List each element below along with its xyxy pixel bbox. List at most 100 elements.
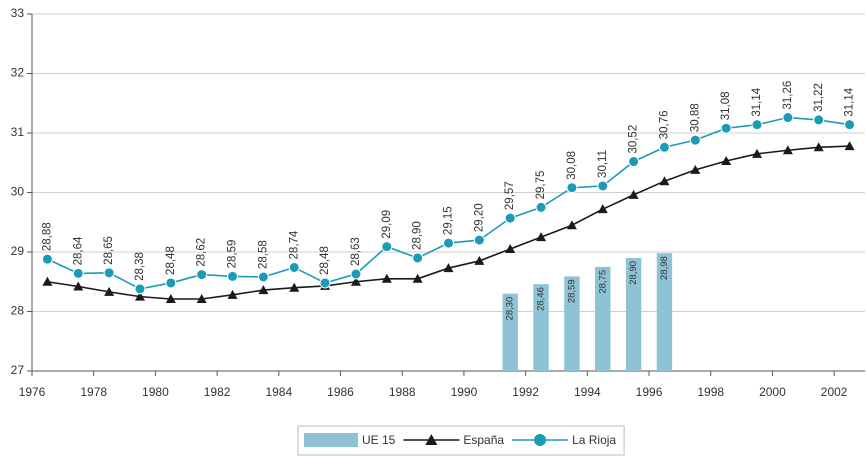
x-tick-label: 1982	[204, 385, 231, 399]
circle-marker	[288, 261, 300, 273]
value-label: 31,22	[813, 83, 825, 112]
x-tick-label: 2002	[821, 385, 848, 399]
value-label: 29,20	[473, 203, 485, 232]
circle-marker	[381, 241, 393, 253]
value-label: 28,48	[165, 246, 177, 275]
triangle-marker	[443, 263, 454, 273]
circle-marker	[443, 237, 454, 249]
circle-marker	[689, 134, 701, 146]
circle-marker	[566, 182, 578, 194]
x-tick-label: 2000	[759, 385, 786, 399]
x-tick-label: 1978	[80, 385, 107, 399]
circle-marker	[782, 112, 794, 124]
value-label: 28,62	[196, 238, 208, 267]
x-tick-label: 1994	[574, 385, 601, 399]
x-tick-label: 1988	[389, 385, 416, 399]
value-label: 28,65	[103, 236, 115, 265]
bar	[625, 257, 642, 371]
circle-marker	[41, 253, 53, 265]
bar-value-label: 28,59	[566, 279, 577, 303]
value-label: 31,14	[751, 87, 763, 116]
bar	[533, 284, 549, 371]
x-tick-label: 1976	[19, 385, 46, 399]
triangle-marker	[659, 176, 670, 186]
x-tick-label: 1986	[327, 385, 354, 399]
circle-marker	[103, 267, 115, 279]
triangle-marker	[474, 255, 485, 265]
triangle-marker	[73, 281, 84, 291]
bar-value-label: 28,30	[505, 297, 516, 321]
value-label: 31,26	[782, 81, 794, 110]
triangle-marker	[258, 285, 269, 295]
y-tick-label: 33	[11, 6, 25, 20]
x-tick-label: 1984	[265, 385, 292, 399]
triangle-marker	[690, 164, 701, 174]
circle-marker	[597, 180, 609, 192]
x-tick-label: 1980	[142, 385, 169, 399]
x-tick-label: 1992	[512, 385, 539, 399]
value-label: 30,11	[597, 150, 609, 178]
y-tick-label: 29	[11, 244, 25, 258]
triangle-marker	[196, 294, 207, 304]
triangle-marker	[813, 142, 824, 152]
circle-marker	[134, 283, 146, 295]
triangle-marker	[597, 204, 608, 214]
triangle-marker	[721, 155, 732, 165]
circle-marker	[319, 277, 331, 289]
triangle-marker	[752, 148, 763, 158]
value-label: 30,52	[628, 125, 640, 154]
circle-marker	[412, 252, 424, 264]
value-label: 28,90	[412, 221, 424, 250]
triangle-marker	[350, 276, 361, 286]
value-label: 30,76	[658, 110, 670, 139]
triangle-marker	[628, 189, 639, 199]
circle-marker	[844, 119, 856, 131]
value-label: 31,14	[844, 87, 856, 116]
circle-marker	[504, 212, 516, 224]
bar	[564, 276, 580, 371]
value-label: 28,63	[350, 237, 362, 266]
circle-marker	[535, 201, 547, 213]
value-label: 28,58	[257, 240, 269, 269]
value-label: 29,75	[535, 171, 547, 200]
bar-value-label: 28,75	[597, 270, 608, 294]
bar	[595, 266, 611, 371]
bar	[656, 253, 673, 371]
legend-label: España	[463, 433, 504, 447]
x-tick-label: 1990	[451, 385, 478, 399]
triangle-marker	[42, 276, 53, 286]
y-tick-label: 30	[11, 185, 25, 199]
circle-marker	[227, 270, 239, 282]
triangle-marker	[134, 291, 145, 301]
value-label: 28,48	[319, 246, 331, 275]
circle-marker	[196, 269, 208, 281]
value-label: 29,15	[443, 206, 455, 235]
triangle-marker	[289, 282, 300, 292]
circle-marker	[813, 114, 825, 126]
circle-marker	[257, 271, 269, 283]
value-label: 29,09	[381, 210, 393, 239]
value-label: 30,88	[689, 103, 701, 132]
value-label: 31,08	[720, 91, 732, 120]
triangle-marker	[536, 232, 547, 242]
legend-label: UE 15	[362, 433, 396, 447]
triangle-marker	[381, 273, 392, 283]
circle-marker	[72, 267, 84, 279]
legend-marker	[534, 434, 547, 446]
y-tick-label: 27	[11, 363, 25, 377]
triangle-marker	[844, 141, 855, 151]
circle-marker	[628, 156, 640, 168]
value-label: 28,38	[134, 252, 146, 281]
y-tick-label: 32	[11, 66, 25, 80]
triangle-marker	[505, 244, 516, 254]
value-label: 28,88	[41, 222, 53, 251]
legend-swatch	[304, 433, 358, 447]
triangle-marker	[165, 294, 176, 304]
circle-marker	[350, 268, 362, 280]
legend: UE 15 España La Rioja	[297, 425, 625, 456]
bar-value-label: 28,46	[536, 287, 547, 311]
bar-value-label: 28,98	[659, 256, 670, 280]
circle-marker	[751, 119, 763, 131]
y-tick-label: 28	[11, 304, 25, 318]
